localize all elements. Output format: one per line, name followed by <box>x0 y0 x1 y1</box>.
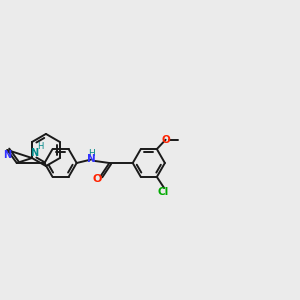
Text: N: N <box>88 154 96 164</box>
Text: N: N <box>30 148 38 158</box>
Text: H: H <box>37 142 44 152</box>
Text: H: H <box>88 149 95 158</box>
Text: O: O <box>161 135 170 145</box>
Text: N: N <box>3 150 11 160</box>
Text: O: O <box>92 174 102 184</box>
Text: Cl: Cl <box>158 187 169 197</box>
